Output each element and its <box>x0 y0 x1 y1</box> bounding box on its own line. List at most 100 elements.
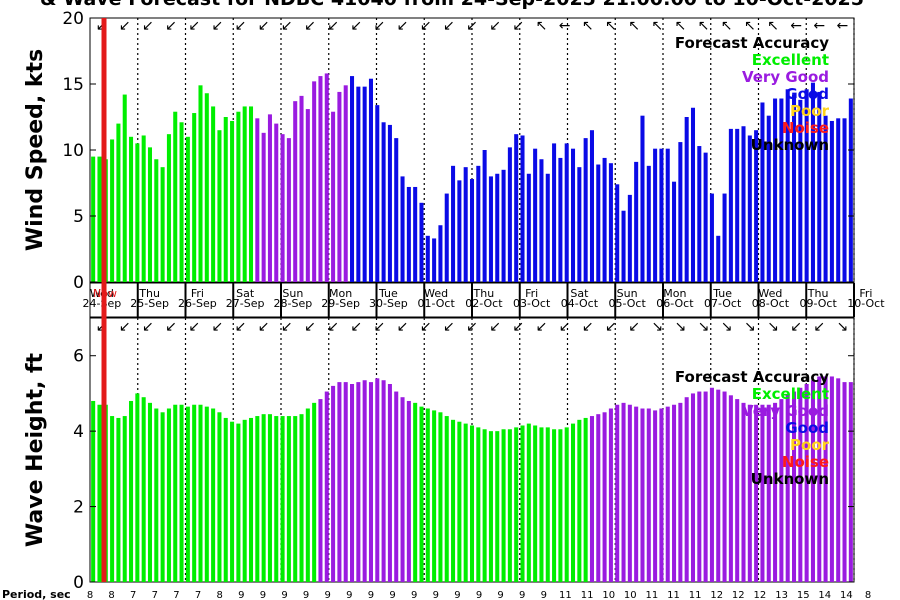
accuracy-legend-item: Good <box>785 419 829 437</box>
period-value: 12 <box>710 590 723 600</box>
wind-bar <box>539 159 544 282</box>
period-row: 8 8 7 7 7 7 8 9 9 9 9 9 9 9 9 9 9 9 9 9 9 9 11 11 10 10 11 11 11 12 12… <box>87 590 871 600</box>
accuracy-legend-item: Unknown <box>751 136 829 154</box>
wave-bar <box>690 393 696 582</box>
period-value: 10 <box>624 590 637 600</box>
period-value: 11 <box>581 590 594 600</box>
day-of-week-label: Tue <box>712 287 732 300</box>
direction-arrow: ↖ <box>605 18 617 34</box>
wave-bar <box>154 408 159 582</box>
wind-bars <box>91 73 853 283</box>
wave-bar <box>173 404 178 582</box>
wind-bar <box>91 156 96 282</box>
wave-bar <box>520 425 525 582</box>
wind-bar <box>198 85 203 282</box>
day-date-label: 10-Oct <box>847 297 885 310</box>
direction-arrow: ↙ <box>374 18 386 34</box>
wind-bar <box>520 135 525 282</box>
direction-arrow: ↙ <box>559 319 571 335</box>
wind-bar <box>248 106 254 282</box>
wave-bar <box>406 400 411 582</box>
period-value: 15 <box>797 590 810 600</box>
wind-bar <box>255 118 260 282</box>
day-of-week-label: Sat <box>570 287 589 300</box>
wave-bar <box>110 416 115 582</box>
wave-bar <box>286 416 291 582</box>
period-value: 7 <box>173 590 179 600</box>
wave-bar <box>394 391 399 582</box>
period-value: 12 <box>754 590 767 600</box>
wave-bar <box>779 399 784 582</box>
wind-bar <box>608 163 613 282</box>
direction-arrow: ← <box>559 18 571 34</box>
wind-bar <box>672 181 677 282</box>
wave-bar <box>444 416 449 582</box>
wave-bar <box>709 387 714 582</box>
wave-bar <box>810 380 815 582</box>
wave-bar <box>564 427 569 582</box>
wind-bar <box>552 143 557 282</box>
wave-bar <box>501 429 506 582</box>
period-value: 7 <box>152 590 158 600</box>
wind-bar <box>204 93 209 283</box>
wave-bar <box>129 400 134 582</box>
wave-bar <box>583 417 588 582</box>
wind-direction-arrows: ↙↙↙↙↙↙↙↙↙↙↙↙↙↙↙↙↙↙↙↖←↖↖↖↖↖↖↖↖↖←←← <box>96 18 849 34</box>
wave-bar <box>451 419 456 582</box>
day-axis: Wed24-SepThu25-SepFri26-SepSat27-SepSun2… <box>83 282 885 318</box>
direction-arrow: ↙ <box>304 18 316 34</box>
wave-bar <box>135 393 140 582</box>
wind-bar <box>665 148 670 282</box>
direction-arrow: ↙ <box>790 319 802 335</box>
day-date-label: 30-Sep <box>369 297 408 310</box>
wind-bar <box>792 94 797 282</box>
wind-bar <box>419 202 424 282</box>
wave-y-tick-label: 2 <box>73 498 84 518</box>
wave-bar <box>368 382 373 582</box>
direction-arrow: ↙ <box>327 319 339 335</box>
wave-bar <box>602 412 607 582</box>
direction-arrow: ↙ <box>443 319 455 335</box>
wind-bar <box>356 86 361 282</box>
direction-arrow: ↘ <box>837 319 849 335</box>
direction-arrow: ↙ <box>235 319 247 335</box>
wave-bar <box>615 404 620 582</box>
wind-bar <box>564 143 569 282</box>
wind-bar <box>703 152 708 282</box>
direction-arrow: ↙ <box>350 319 362 335</box>
wind-bar <box>571 148 576 282</box>
direction-arrow: ↙ <box>188 18 200 34</box>
period-value: 9 <box>238 590 244 600</box>
wave-bars <box>91 376 853 582</box>
wave-bar <box>432 410 437 582</box>
wave-bar <box>596 414 601 582</box>
wind-bar <box>185 136 190 282</box>
wave-y-tick-label: 0 <box>73 573 84 593</box>
wind-bar <box>387 124 392 282</box>
wave-bar <box>747 404 752 582</box>
wave-bar <box>267 414 272 582</box>
direction-arrow: ↙ <box>281 319 293 335</box>
day-date-label: 04-Oct <box>561 297 599 310</box>
wind-bar <box>147 147 152 282</box>
wave-bar <box>798 387 803 582</box>
direction-arrow: ↙ <box>165 319 177 335</box>
day-of-week-label: Thu <box>473 287 495 300</box>
day-of-week-label: Sun <box>282 287 303 300</box>
period-value: 8 <box>108 590 114 600</box>
wave-bar <box>122 416 127 582</box>
wind-bar <box>577 167 582 282</box>
wave-bar <box>760 404 765 582</box>
day-date-label: 29-Sep <box>321 297 360 310</box>
period-value: 11 <box>559 590 572 600</box>
day-date-label: 25-Sep <box>130 297 169 310</box>
period-value: 9 <box>519 590 525 600</box>
period-value: 9 <box>346 590 352 600</box>
wind-bar <box>116 123 121 282</box>
day-of-week-label: Sun <box>617 287 638 300</box>
wind-bar <box>728 128 733 282</box>
wave-bar <box>381 380 386 582</box>
wind-bar <box>368 78 373 282</box>
direction-arrow: ↙ <box>420 18 432 34</box>
wind-bar <box>722 193 727 282</box>
